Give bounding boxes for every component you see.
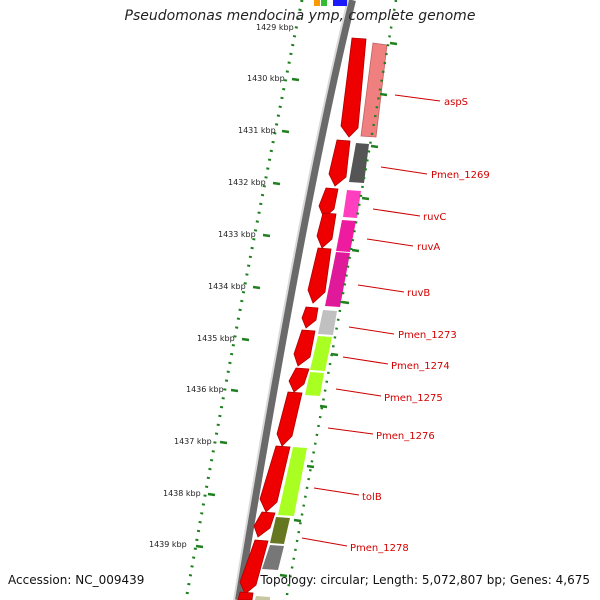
gene-block-tolB xyxy=(278,447,307,516)
gene-label-ruvC: ruvC xyxy=(423,212,446,223)
gene-label-Pmen_1273: Pmen_1273 xyxy=(398,330,457,341)
gene-block-Pmen_1278-olive xyxy=(270,517,290,544)
scale-tick-label: 1435 kbp xyxy=(197,334,235,343)
scale-tick-label: 1438 kbp xyxy=(163,489,201,498)
gene-block-prev-orange xyxy=(314,0,320,6)
scale-tick-label: 1432 kbp xyxy=(228,178,266,187)
gene-block-prev-green xyxy=(321,0,327,6)
cds-arrow xyxy=(237,591,254,600)
gene-block-tail xyxy=(255,596,270,600)
label-leaders xyxy=(301,94,441,547)
scale-tick-label: 1439 kbp xyxy=(149,540,187,549)
backbone-highlight xyxy=(233,0,349,600)
map-title: Pseudomonas mendocina ymp, complete geno… xyxy=(124,8,476,24)
scale-tick-label: 1430 kbp xyxy=(247,74,285,83)
gene-block-prev-blue xyxy=(333,0,347,6)
gene-label-aspS: aspS xyxy=(444,97,468,108)
cds-arrow xyxy=(288,367,310,393)
inner-scale-arc xyxy=(284,0,398,600)
gene-block-Pmen_1269 xyxy=(349,143,369,183)
scale-tick-label: 1431 kbp xyxy=(238,126,276,135)
topology-text: Topology: circular; Length: 5,072,807 bp… xyxy=(260,573,590,587)
scale-ticks xyxy=(195,77,300,549)
gene-block-Pmen_1273 xyxy=(318,310,337,335)
scale-tick-label: 1433 kbp xyxy=(218,230,256,239)
gene-block-ruvA xyxy=(336,220,356,252)
cds-arrow xyxy=(276,391,303,447)
cds-arrow xyxy=(328,139,351,187)
gene-label-Pmen_1269: Pmen_1269 xyxy=(431,170,490,181)
gene-block-Pmen_1278-grey xyxy=(262,545,284,570)
cds-arrow xyxy=(340,37,367,138)
cds-arrow xyxy=(301,306,319,329)
gene-label-Pmen_1275: Pmen_1275 xyxy=(384,393,443,404)
scale-tick-label: 1434 kbp xyxy=(208,282,246,291)
inner-scale-ticks xyxy=(279,41,398,578)
gene-block-ruvC xyxy=(343,190,361,218)
gene-label-ruvB: ruvB xyxy=(407,288,430,299)
scale-tick-label: 1436 kbp xyxy=(186,385,224,394)
cds-arrow xyxy=(316,212,337,249)
gene-label-Pmen_1276: Pmen_1276 xyxy=(376,431,435,442)
gene-label-Pmen_1278: Pmen_1278 xyxy=(350,543,409,554)
gene-block-Pmen_1275 xyxy=(305,372,324,396)
cds-arrow xyxy=(293,329,316,367)
gene-label-ruvA: ruvA xyxy=(417,242,440,253)
scale-tick-label: 1429 kbp xyxy=(256,23,294,32)
gene-label-Pmen_1274: Pmen_1274 xyxy=(391,361,450,372)
gene-block-aspS xyxy=(0,0,1,1)
accession-text: Accession: NC_009439 xyxy=(8,573,145,587)
cds-arrow xyxy=(259,445,291,513)
cds-forward-track xyxy=(237,37,367,600)
backbone-shadow xyxy=(234,0,356,600)
gene-block-aspS xyxy=(360,42,388,138)
gene-block-Pmen_1274 xyxy=(310,336,332,371)
gene-label-tolB: tolB xyxy=(362,492,382,503)
cds-arrow xyxy=(307,247,332,304)
gene-block-ruvB xyxy=(325,252,350,307)
scale-tick-label: 1437 kbp xyxy=(174,437,212,446)
cds-arrow xyxy=(239,539,269,595)
cds-arrow xyxy=(253,511,276,538)
